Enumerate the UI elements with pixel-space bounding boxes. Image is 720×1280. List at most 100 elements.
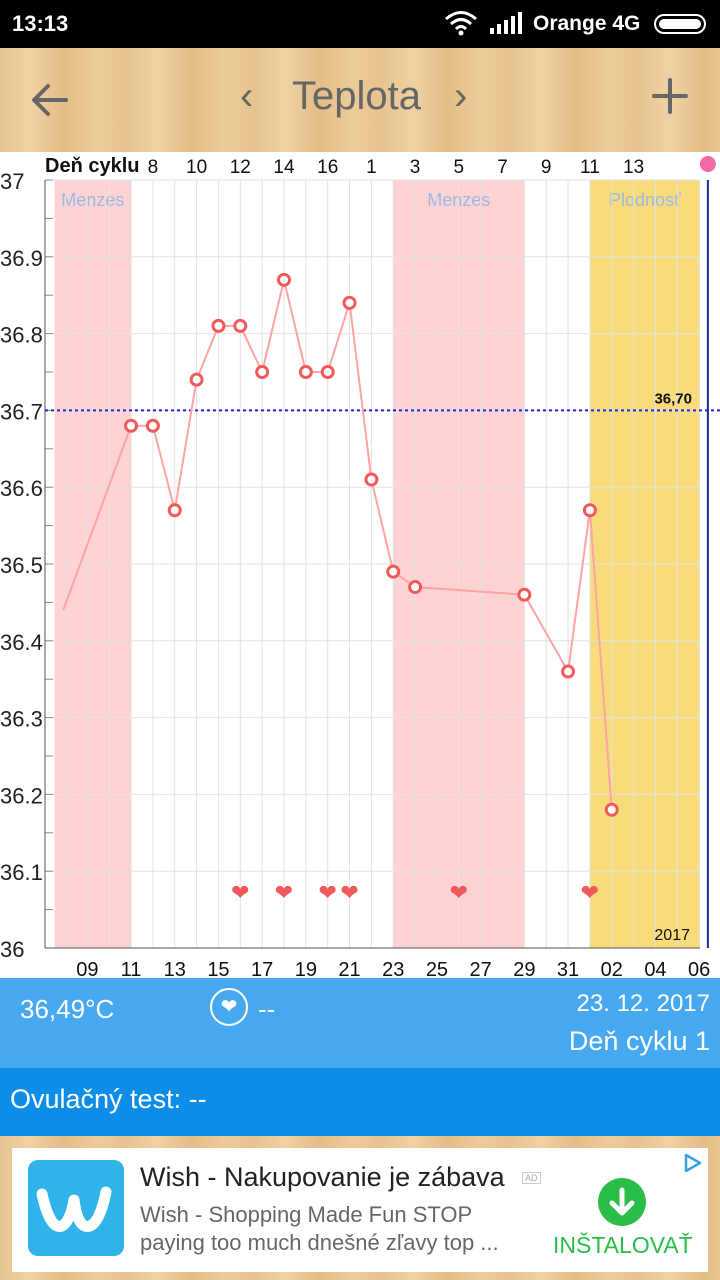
date-tick: 29 xyxy=(513,959,535,978)
heart-icon: ❤ xyxy=(450,881,468,906)
cycle-day-tick: 1 xyxy=(366,157,377,178)
temperature-point[interactable] xyxy=(320,365,335,379)
threshold-label: 36,70 xyxy=(654,390,692,407)
y-tick-label: 36.3 xyxy=(0,707,43,732)
cycle-day-tick: 5 xyxy=(454,157,465,178)
wish-logo-icon xyxy=(28,1160,124,1256)
date-tick: 02 xyxy=(601,959,623,978)
ad-banner[interactable]: Wish - Nakupovanie je zábava AD Wish - S… xyxy=(12,1148,708,1272)
date-tick: 27 xyxy=(470,959,492,978)
temperature-value: 36,49°C xyxy=(20,994,115,1024)
status-time: 13:13 xyxy=(12,11,69,36)
temperature-point[interactable] xyxy=(211,318,226,333)
download-icon[interactable] xyxy=(598,1178,646,1226)
heart-icon: ❤ xyxy=(340,881,358,906)
date-tick: 04 xyxy=(644,959,666,978)
temperature-point[interactable] xyxy=(386,564,401,579)
add-icon[interactable] xyxy=(648,74,692,118)
adchoices-icon[interactable] xyxy=(682,1152,704,1174)
temperature-point[interactable] xyxy=(277,272,291,287)
cycle-day-tick: 14 xyxy=(273,157,295,178)
heart-icon: ❤ xyxy=(231,881,249,906)
cycle-day-tick: 13 xyxy=(623,157,644,178)
y-tick-label: 36 xyxy=(0,937,24,962)
date-tick: 15 xyxy=(207,959,229,978)
y-tick-label: 36.7 xyxy=(0,399,43,424)
y-tick-label: 36.6 xyxy=(0,476,43,501)
band-label: Plodnosť xyxy=(609,190,681,210)
cycle-day-tick: 8 xyxy=(148,157,159,178)
info-bar: 36,49°C ❤ -- 23. 12. 2017 Deň cyklu 1 xyxy=(0,978,720,1068)
temperature-point[interactable] xyxy=(255,365,270,379)
temperature-point[interactable] xyxy=(145,418,160,433)
temperature-chart[interactable]: Menzes Menzes Plodnosť 37 36.9 36.8 36.7 36.6 36… xyxy=(0,152,720,978)
battery-icon xyxy=(654,14,706,34)
status-bar: 13:13 Orange 4G xyxy=(0,0,720,48)
temperature-point[interactable] xyxy=(408,580,423,595)
temperature-point[interactable] xyxy=(561,664,576,679)
heart-icon: ❤ xyxy=(318,881,336,906)
temperature-point[interactable] xyxy=(604,802,619,817)
ad-title: Wish - Nakupovanie je zábava xyxy=(140,1162,505,1192)
y-tick-label: 36.2 xyxy=(0,783,43,808)
date-tick: 25 xyxy=(426,959,448,978)
date-tick: 17 xyxy=(251,959,273,978)
ad-container: Wish - Nakupovanie je zábava AD Wish - S… xyxy=(0,1136,720,1280)
cycle-day-tick: 9 xyxy=(541,157,552,178)
temperature-point[interactable] xyxy=(582,503,597,518)
today-marker-icon[interactable] xyxy=(697,154,718,174)
y-tick-label: 36.1 xyxy=(0,860,43,885)
toolbar: ‹ Teplota › xyxy=(0,48,720,152)
cycle-day-tick: 10 xyxy=(186,157,207,178)
next-chevron-button[interactable]: › xyxy=(454,74,468,118)
date-tick: 19 xyxy=(295,959,317,978)
cycle-day-label: Deň cyklu 1 xyxy=(568,1026,710,1056)
temperature-line xyxy=(62,279,613,810)
date-tick: 09 xyxy=(76,959,98,978)
cycle-day-tick: 3 xyxy=(410,157,421,178)
install-button[interactable]: INŠTALOVAŤ xyxy=(553,1232,693,1258)
temperature-point[interactable] xyxy=(233,318,248,333)
y-tick-label: 36.8 xyxy=(0,323,43,348)
temperature-point[interactable] xyxy=(167,503,182,518)
back-arrow-icon[interactable] xyxy=(28,78,72,122)
band-label: Menzes xyxy=(61,190,124,210)
y-tick-label: 36.9 xyxy=(0,246,43,271)
temperature-point[interactable] xyxy=(517,587,532,602)
temperature-point[interactable] xyxy=(298,365,313,379)
date-tick: 21 xyxy=(338,959,360,978)
cycle-day-axis-title: Deň cyklu xyxy=(45,155,139,177)
selected-date: 23. 12. 2017 xyxy=(576,990,710,1017)
ovulation-test-label: Ovulačný test: -- xyxy=(10,1084,207,1114)
year-label: 2017 xyxy=(654,927,690,944)
status-carrier: Orange 4G xyxy=(533,12,641,35)
temperature-point[interactable] xyxy=(342,295,357,310)
cycle-day-tick: 7 xyxy=(497,157,508,178)
ad-tag: AD xyxy=(522,1172,541,1184)
ovulation-test-bar[interactable]: Ovulačný test: -- xyxy=(0,1068,720,1136)
ad-description-line2: paying too much dnešné zľavy top ... xyxy=(140,1230,499,1255)
heart-icon[interactable]: ❤ xyxy=(210,988,248,1026)
date-tick: 13 xyxy=(164,959,186,978)
temperature-point[interactable] xyxy=(124,418,139,433)
wifi-icon xyxy=(444,10,478,41)
signal-icon xyxy=(490,12,524,41)
y-tick-label: 37 xyxy=(0,169,24,194)
page-title: Teplota xyxy=(292,74,421,118)
ad-description-line1: Wish - Shopping Made Fun STOP xyxy=(140,1202,473,1227)
temperature-point[interactable] xyxy=(364,472,379,487)
temperature-point[interactable] xyxy=(189,372,204,387)
date-tick: 23 xyxy=(382,959,404,978)
date-tick: 06 xyxy=(688,959,710,978)
previous-chevron-button[interactable]: ‹ xyxy=(240,74,254,118)
date-tick: 31 xyxy=(557,959,579,978)
heart-icon: ❤ xyxy=(581,881,599,906)
y-tick-label: 36.5 xyxy=(0,553,43,578)
cycle-day-tick: 11 xyxy=(580,157,600,178)
y-tick-label: 36.4 xyxy=(0,630,43,655)
cycle-day-tick: 12 xyxy=(230,157,251,178)
heart-value: -- xyxy=(258,994,276,1024)
cycle-day-tick: 16 xyxy=(317,157,338,178)
heart-icon: ❤ xyxy=(275,881,293,906)
chart-svg: Menzes Menzes Plodnosť3736.936.836.736.636… xyxy=(0,154,720,978)
